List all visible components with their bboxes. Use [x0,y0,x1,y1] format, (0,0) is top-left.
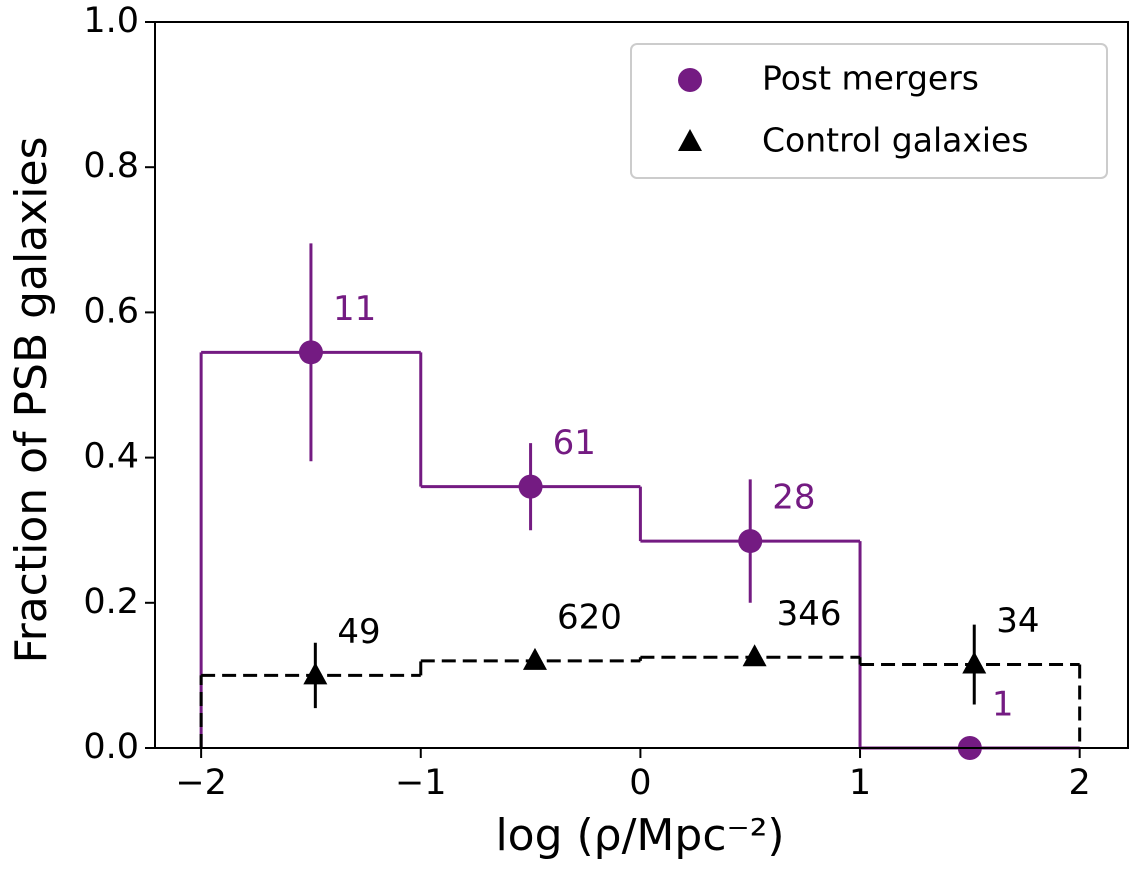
point [742,644,767,667]
x-tick-label: 2 [1069,763,1091,803]
legend-marker [678,68,702,92]
count-label: 620 [557,597,622,637]
y-tick-label: 0.6 [83,291,139,331]
count-label: 28 [772,478,815,518]
y-tick-label: 0.0 [83,727,139,767]
x-tick-label: 0 [629,763,651,803]
count-label: 11 [333,289,376,329]
y-axis-label: Fraction of PSB galaxies [6,137,57,664]
point [522,647,547,670]
point [738,529,763,554]
point [518,474,543,499]
legend-label: Control galaxies [762,121,1029,160]
legend-box [630,43,1108,179]
y-tick-label: 0.4 [83,437,139,477]
count-label: 34 [996,601,1039,641]
y-tick-label: 0.8 [83,146,139,186]
plot-frame [154,21,1129,749]
legend-label: Post mergers [762,59,979,98]
count-label: 346 [777,594,842,634]
legend-marker [678,129,702,151]
point [298,340,323,365]
y-tick-label: 0.2 [83,582,139,622]
x-axis-label: log (ρ/Mpc⁻²) [495,810,784,861]
count-label: 1 [992,685,1014,725]
x-tick-label: −1 [395,763,447,803]
count-label: 49 [337,612,380,652]
point [962,651,987,674]
x-tick-label: 1 [849,763,871,803]
x-tick-label: −2 [175,763,227,803]
point [303,662,328,685]
count-label: 61 [553,423,596,463]
y-tick-label: 1.0 [83,1,139,41]
